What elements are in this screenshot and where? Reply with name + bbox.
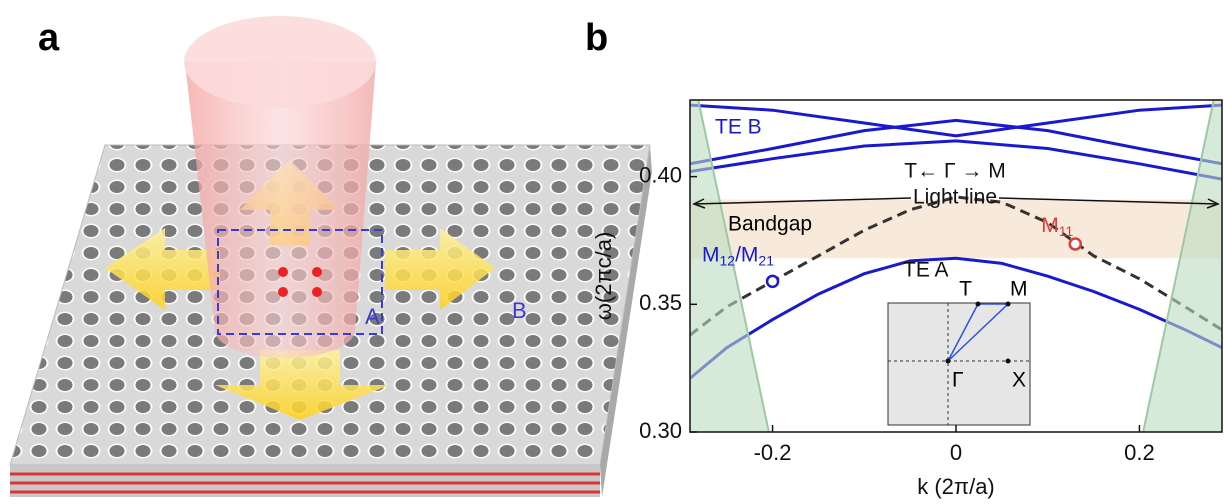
inset-point: [976, 302, 981, 307]
annotation: TE B: [715, 116, 762, 139]
beam-top: [184, 16, 376, 108]
label-part: M: [1041, 214, 1059, 237]
inset-point: [1006, 302, 1011, 307]
y-axis-label: ω(2πc/a): [591, 232, 616, 321]
x-axis-label: k (2π/a): [917, 474, 995, 499]
annotation: TE A: [903, 259, 949, 282]
page: a A B b BandgapM12/M21M11TE BT← Γ → MLig…: [0, 0, 1224, 504]
label-part: 12: [720, 252, 736, 268]
label-part: 11: [1059, 223, 1074, 239]
y-tick-label: 0.30: [639, 418, 682, 443]
bandgap-label: Bandgap: [728, 213, 812, 236]
y-tick-label: 0.35: [639, 290, 682, 315]
annotation: T← Γ → M: [904, 160, 1005, 183]
inset: [888, 303, 1030, 425]
inset-label: M: [1010, 278, 1028, 301]
cavity-dot: [278, 267, 288, 277]
label-part: /M: [735, 243, 758, 266]
marker: [1070, 239, 1081, 250]
cavity-dot: [278, 287, 288, 297]
x-tick-label: 0: [950, 440, 962, 465]
x-tick-label: -0.2: [754, 440, 792, 465]
marker: [767, 276, 778, 287]
figure: a A B b BandgapM12/M21M11TE BT← Γ → MLig…: [0, 0, 1224, 504]
label-part: 21: [758, 252, 774, 268]
panel-label: b: [585, 17, 608, 59]
y-tick-label: 0.40: [639, 162, 682, 187]
illustration: a A B: [10, 16, 652, 497]
x-tick-label: 0.2: [1124, 440, 1155, 465]
cavity-dot: [312, 267, 322, 277]
light-cone: [1143, 100, 1224, 432]
inset-label: X: [1012, 369, 1026, 392]
inset-point: [946, 359, 951, 364]
region-label: B: [512, 298, 527, 323]
cavity-dot: [312, 287, 322, 297]
label-part: M: [702, 243, 720, 266]
inset-label: Γ: [952, 369, 964, 392]
inset-point: [1006, 359, 1011, 364]
region-label: A: [365, 304, 380, 329]
annotation: Light line: [913, 186, 997, 209]
inset-label: T: [959, 278, 972, 301]
panel-label: a: [38, 17, 60, 59]
